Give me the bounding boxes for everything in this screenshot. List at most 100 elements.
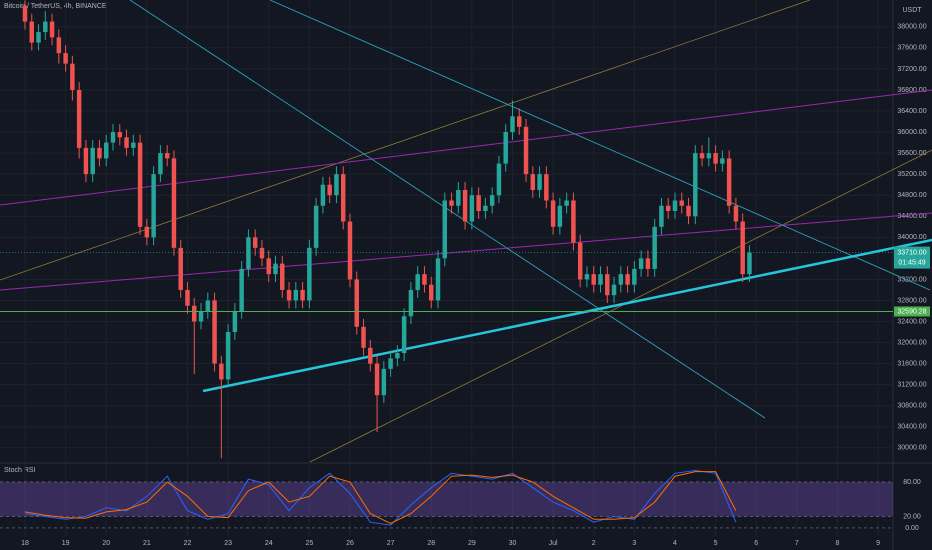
- candle-body: [22, 5, 28, 22]
- candle-body: [90, 147, 95, 175]
- candle-body: [36, 32, 41, 43]
- candle-body: [178, 247, 183, 290]
- y-tick-label: 32000.00: [897, 339, 926, 346]
- indicator-line: [24, 471, 737, 524]
- y-tick-label: 33200.00: [897, 276, 926, 283]
- y-tick-label: 36800.00: [897, 87, 926, 94]
- candle-body: [110, 132, 116, 143]
- candle-body: [63, 53, 68, 64]
- trend-line: [309, 149, 932, 463]
- support-line: [202, 238, 932, 393]
- candle-body: [76, 89, 82, 148]
- x-tick-label: 30: [509, 540, 517, 547]
- x-tick-label: 25: [305, 540, 313, 547]
- candle-body: [29, 21, 34, 43]
- unit-label: USDT: [902, 7, 922, 14]
- x-tick-label: 4: [673, 540, 677, 547]
- candle-body: [259, 247, 265, 259]
- candle-body: [300, 289, 305, 301]
- candle-body: [584, 274, 590, 280]
- candle-body: [449, 200, 454, 206]
- candle-body: [550, 200, 556, 227]
- candle-body: [686, 205, 691, 217]
- candle-body: [517, 116, 522, 127]
- candle-body: [273, 263, 278, 275]
- candle-body: [266, 258, 271, 275]
- y-tick-label: 37600.00: [897, 45, 926, 52]
- candle-body: [665, 205, 671, 212]
- y-tick-label: 30800.00: [897, 403, 926, 410]
- candle-body: [476, 195, 481, 212]
- candle-body: [239, 268, 244, 311]
- y-tick-label: 37200.00: [897, 66, 926, 73]
- candle-body: [219, 363, 224, 380]
- y-tick-label: 30000.00: [897, 445, 926, 452]
- candle-body: [252, 237, 258, 248]
- y-tick-label: 31200.00: [897, 381, 926, 388]
- candle-body: [185, 289, 190, 306]
- candle-body: [638, 258, 644, 269]
- candle-body: [625, 274, 630, 285]
- y-tick-label: 34400.00: [897, 213, 926, 220]
- candle-body: [124, 137, 129, 148]
- candle-body: [286, 289, 292, 301]
- candle-body: [740, 221, 745, 275]
- candle-body: [56, 37, 62, 54]
- candle-body: [469, 195, 475, 222]
- candle-body: [307, 247, 312, 301]
- candle-body: [340, 174, 346, 222]
- y-tick-label: 31600.00: [897, 360, 926, 367]
- x-tick-label: 28: [427, 540, 435, 547]
- x-tick-label: 19: [62, 540, 70, 547]
- countdown: 01:45:49: [898, 259, 925, 266]
- candle-body: [212, 300, 217, 364]
- candle-body: [632, 268, 637, 285]
- x-tick-label: 29: [468, 540, 476, 547]
- candle-body: [395, 353, 400, 359]
- y-tick-label: 32800.00: [897, 297, 926, 304]
- candle-body: [192, 305, 197, 322]
- candle-body: [164, 153, 170, 159]
- trend-line: [129, 0, 766, 419]
- candle-body: [591, 274, 596, 285]
- x-tick-label: 8: [836, 540, 840, 547]
- candle-body: [401, 316, 407, 354]
- price-line-label: 32590.28: [897, 308, 926, 315]
- candle-body: [361, 326, 366, 348]
- y-tick-label: 80.00: [903, 479, 921, 486]
- candle-body: [672, 200, 678, 212]
- candle-body: [408, 289, 414, 317]
- y-tick-label: 38000.00: [897, 24, 926, 31]
- y-tick-label: 34000.00: [897, 234, 926, 241]
- candle-body: [693, 153, 698, 217]
- x-tick-label: 6: [754, 540, 758, 547]
- last-price-tag: [894, 246, 930, 269]
- candle-body: [462, 189, 468, 222]
- candle-body: [428, 284, 434, 301]
- indicator-title: Stoch RSI: [4, 467, 36, 474]
- y-tick-label: 32400.00: [897, 318, 926, 325]
- trend-line: [0, 212, 932, 291]
- candle-body: [327, 184, 332, 196]
- candle-body: [611, 284, 617, 296]
- candle-body: [726, 158, 732, 206]
- candle-body: [679, 200, 684, 206]
- candle-body: [442, 200, 448, 259]
- candle-body: [151, 174, 156, 238]
- candle-body: [544, 174, 549, 201]
- candle-body: [354, 279, 359, 327]
- candle-body: [537, 174, 542, 190]
- band: [0, 481, 893, 517]
- candle-body: [435, 258, 441, 301]
- x-tick-label: Jul: [549, 540, 558, 547]
- x-tick-label: 26: [346, 540, 354, 547]
- indicator-line: [24, 469, 737, 526]
- x-tick-label: 18: [21, 540, 29, 547]
- candle-body: [137, 142, 143, 227]
- x-tick-label: 24: [265, 540, 273, 547]
- candle-body: [422, 274, 427, 285]
- candle-body: [70, 63, 75, 90]
- candle-body: [293, 289, 299, 301]
- y-tick-label: 36000.00: [897, 129, 926, 136]
